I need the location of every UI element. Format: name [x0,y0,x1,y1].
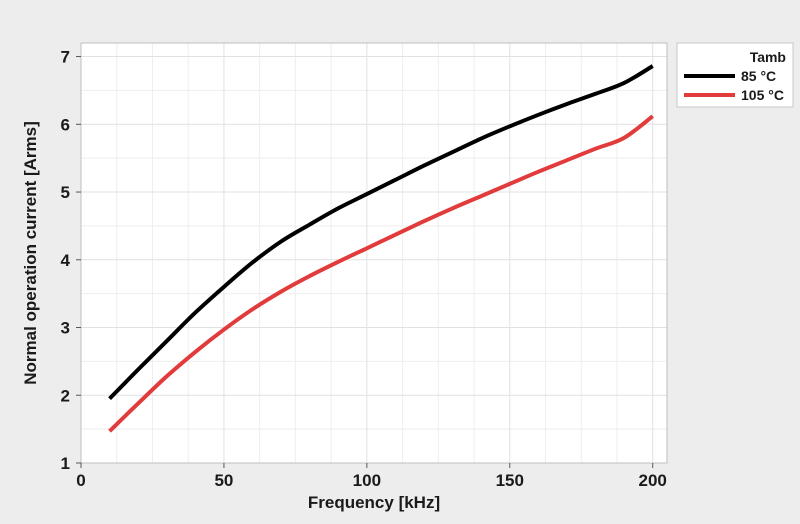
axes [76,42,668,468]
grid [80,43,667,464]
plot-area [81,43,667,463]
legend-label-85c: 85 °C [741,68,776,84]
series-line-85c [108,64,654,401]
x-tick-label: 0 [76,471,85,490]
legend-label-105c: 105 °C [741,87,784,103]
x-tick-label: 150 [496,471,524,490]
legend: Tamb 85 °C 105 °C [676,42,794,108]
plot-border [80,42,668,464]
x-tick-label: 100 [353,471,381,490]
y-axis-title: Normal operation current [Arms] [21,121,40,385]
y-tick-label: 6 [61,115,70,134]
y-tick-label: 2 [61,386,70,405]
y-tick-label: 5 [61,183,70,202]
series-line-105c [108,114,654,433]
x-tick-label: 200 [639,471,667,490]
y-tick-label: 1 [61,454,70,473]
x-axis-title: Frequency [kHz] [308,493,440,512]
series-layer [108,64,654,433]
tick-labels: 0 50 100 150 200 1 2 3 4 5 6 7 [61,48,667,490]
x-tick-label: 50 [214,471,233,490]
y-tick-label: 3 [61,319,70,338]
y-tick-label: 7 [61,48,70,67]
legend-title: Tamb [750,49,786,65]
y-tick-label: 4 [61,251,71,270]
